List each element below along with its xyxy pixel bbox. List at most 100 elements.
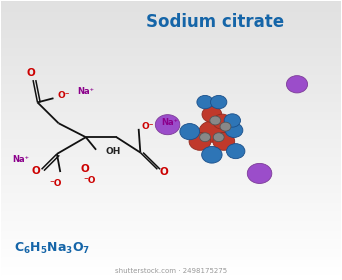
Bar [1, 6, 341, 8]
Text: OH: OH [106, 148, 121, 157]
Bar [1, 123, 341, 125]
Bar [1, 31, 341, 33]
Text: shutterstock.com · 2498175275: shutterstock.com · 2498175275 [115, 268, 227, 274]
Text: O⁻: O⁻ [57, 91, 70, 100]
Bar [1, 261, 341, 263]
Bar [1, 254, 341, 256]
Bar [1, 226, 341, 228]
Bar [1, 127, 341, 129]
Bar [1, 22, 341, 23]
Bar [1, 79, 341, 80]
Bar [1, 56, 341, 58]
Text: Sodium citrate: Sodium citrate [146, 13, 284, 31]
Bar [1, 225, 341, 226]
Bar [1, 222, 341, 224]
Bar [1, 62, 341, 63]
Circle shape [287, 76, 307, 93]
Bar [1, 263, 341, 264]
Bar [1, 247, 341, 249]
Bar [1, 8, 341, 9]
Bar [1, 51, 341, 52]
Bar [1, 260, 341, 261]
Bar [1, 275, 341, 277]
Bar [1, 48, 341, 50]
Bar [1, 98, 341, 100]
Text: O: O [159, 167, 168, 177]
Bar [1, 3, 341, 5]
Bar [1, 36, 341, 37]
Bar [1, 154, 341, 155]
Text: O: O [81, 164, 90, 174]
Bar [1, 84, 341, 86]
Bar [1, 88, 341, 90]
Bar [1, 182, 341, 183]
Bar [1, 144, 341, 146]
Circle shape [226, 144, 245, 159]
Circle shape [211, 95, 227, 109]
Bar [1, 168, 341, 169]
Circle shape [247, 164, 272, 183]
Bar [1, 274, 341, 275]
Bar [1, 126, 341, 127]
Bar [1, 190, 341, 192]
Bar [1, 224, 341, 225]
Bar [1, 215, 341, 217]
Bar [1, 67, 341, 69]
Bar [1, 47, 341, 48]
Bar [1, 146, 341, 147]
Bar [1, 139, 341, 140]
Circle shape [189, 132, 211, 150]
Bar [1, 271, 341, 272]
Text: Na⁺: Na⁺ [77, 87, 94, 96]
Bar [1, 116, 341, 118]
Bar [1, 214, 341, 215]
Bar [1, 15, 341, 16]
Bar [1, 278, 341, 279]
Text: Na⁺: Na⁺ [13, 155, 30, 164]
Bar [1, 169, 341, 171]
Bar [1, 200, 341, 201]
Bar [1, 218, 341, 220]
Bar [1, 133, 341, 134]
Bar [1, 105, 341, 107]
Bar [1, 115, 341, 116]
Bar [1, 12, 341, 13]
Bar [1, 272, 341, 274]
Bar [1, 189, 341, 190]
Bar [1, 211, 341, 213]
Bar [1, 210, 341, 211]
Bar [1, 97, 341, 98]
Text: Na⁺: Na⁺ [161, 118, 178, 127]
Bar [1, 23, 341, 24]
Bar [1, 217, 341, 218]
Bar [1, 201, 341, 203]
Bar [1, 29, 341, 30]
Bar [1, 239, 341, 240]
Circle shape [210, 116, 221, 125]
Bar [1, 119, 341, 120]
Bar [1, 55, 341, 56]
Bar [1, 100, 341, 101]
Bar [1, 69, 341, 70]
Bar [1, 183, 341, 185]
Bar [1, 173, 341, 175]
Circle shape [180, 123, 200, 140]
Bar [1, 244, 341, 246]
Text: O: O [31, 166, 40, 176]
Bar [1, 20, 341, 22]
Bar [1, 148, 341, 150]
Bar [1, 73, 341, 74]
Bar [1, 141, 341, 143]
Circle shape [197, 95, 213, 109]
Bar [1, 24, 341, 26]
Bar [1, 109, 341, 111]
Bar [1, 10, 341, 12]
Bar [1, 160, 341, 161]
Bar [1, 19, 341, 20]
Bar [1, 83, 341, 84]
Bar [1, 208, 341, 210]
Bar [1, 76, 341, 77]
Bar [1, 249, 341, 250]
Text: $\mathbf{C_6H_5Na_3O_7}$: $\mathbf{C_6H_5Na_3O_7}$ [14, 241, 91, 256]
Bar [1, 45, 341, 47]
